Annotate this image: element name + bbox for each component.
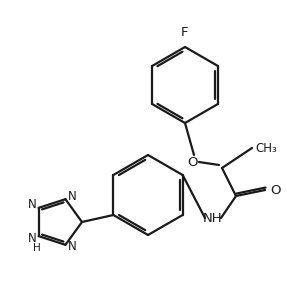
Text: O: O bbox=[270, 184, 280, 197]
Text: F: F bbox=[181, 26, 189, 39]
Text: H: H bbox=[33, 243, 40, 253]
Text: O: O bbox=[187, 155, 197, 168]
Text: N: N bbox=[67, 240, 76, 253]
Text: N: N bbox=[67, 190, 76, 203]
Text: CH₃: CH₃ bbox=[255, 142, 277, 155]
Text: N: N bbox=[28, 198, 36, 211]
Text: NH: NH bbox=[203, 211, 223, 225]
Text: N: N bbox=[28, 231, 36, 245]
